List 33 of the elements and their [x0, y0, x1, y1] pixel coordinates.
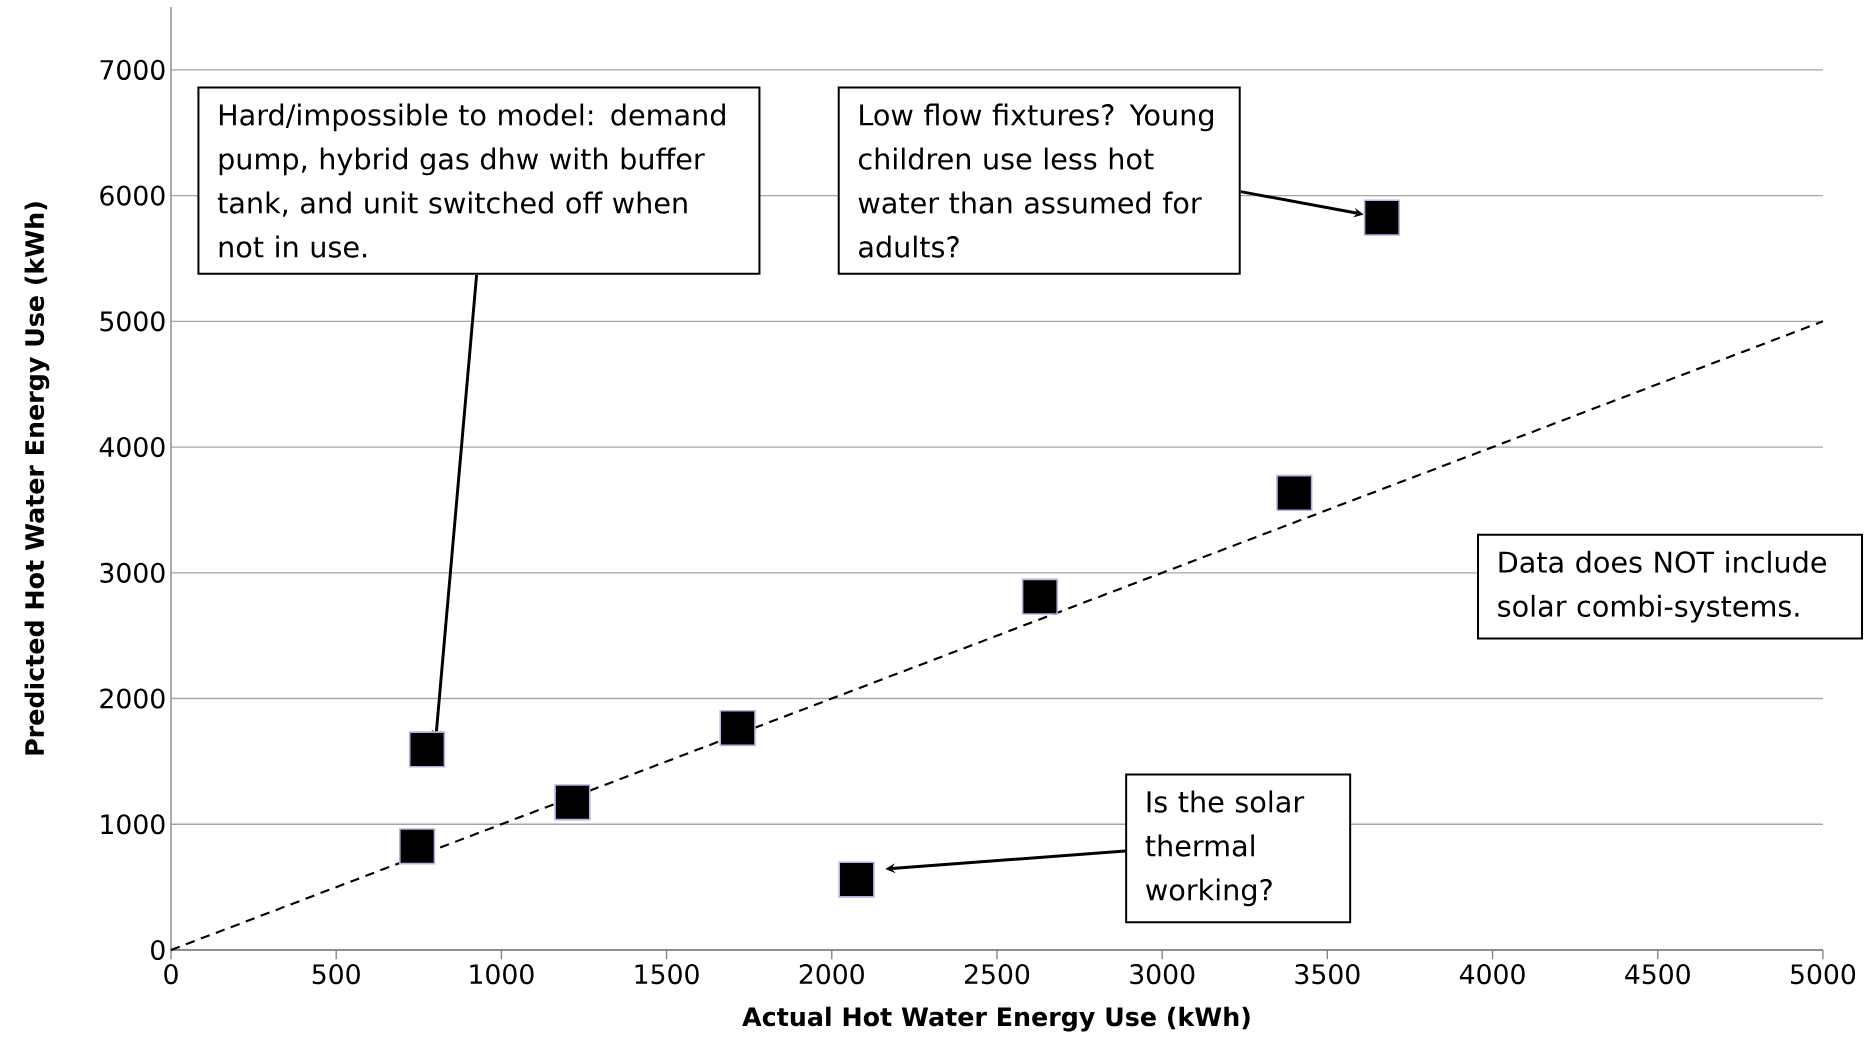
- annotation: Low flow fixtures? Young children use less hot water than assumed for adults?: [858, 103, 1213, 258]
- point: [1363, 199, 1400, 236]
- x-tick-label: 3500: [1295, 964, 1360, 985]
- annotation: Is the solar thermal working?: [1145, 790, 1305, 907]
- point: [1021, 578, 1059, 615]
- x-tick-label: 2000: [799, 964, 864, 985]
- x-tick-label: 1500: [635, 964, 699, 985]
- point: [408, 731, 446, 768]
- y-tick-label: 4000: [99, 436, 165, 458]
- y-tick-label: 5000: [100, 311, 165, 332]
- x-tick-label: 3000: [1130, 964, 1195, 985]
- y-tick-label: 6000: [100, 185, 165, 206]
- y-tick-label: 0: [151, 939, 165, 961]
- y-tick-label: 1000: [101, 814, 165, 835]
- x-axis-title: Actual Hot Water Energy Use (kWh): [742, 1006, 1250, 1032]
- annotation: Hard/impossible to model: demand pump, hybrid gas dhw with buffer tank, and unit switched off when not in use.: [217, 103, 725, 258]
- y-tick-label: 3000: [100, 562, 165, 583]
- annotation: Data does NOT include solar combi-systems.: [1498, 550, 1826, 623]
- point: [1276, 474, 1313, 512]
- point: [554, 784, 591, 821]
- x-tick-label: 2500: [964, 964, 1030, 985]
- point: [399, 828, 436, 865]
- x-tick-label: 500: [312, 964, 360, 985]
- x-tick-label: 4500: [1625, 964, 1690, 985]
- point: [719, 709, 756, 747]
- y-tick-label: 7000: [100, 59, 165, 80]
- y-tick-label: 2000: [100, 688, 165, 709]
- x-tick-label: 4000: [1459, 964, 1525, 985]
- x-tick-label: 0: [164, 964, 178, 985]
- x-tick-label: 5000: [1791, 964, 1856, 985]
- y-axis-title: Predicted Hot Water Energy Use (kWh): [24, 202, 50, 755]
- x-tick-label: 1000: [470, 964, 534, 985]
- point: [838, 861, 875, 898]
